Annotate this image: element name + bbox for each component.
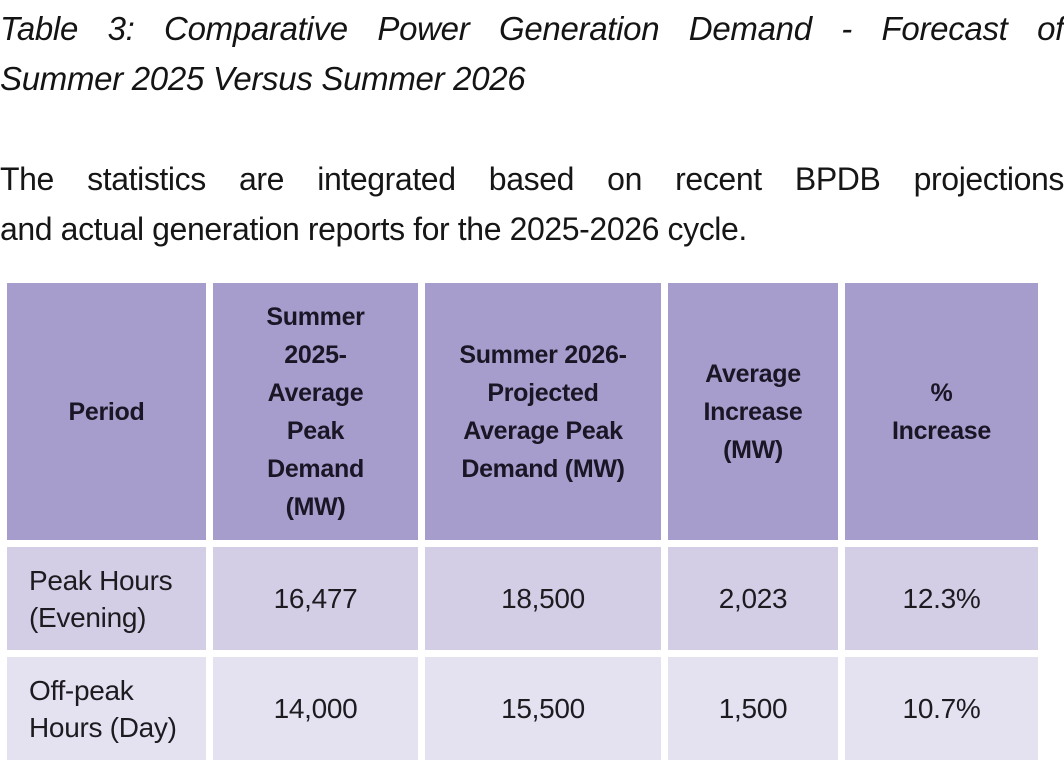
cell-percent-increase: 10.7% <box>845 657 1038 760</box>
cell-summer-2026-demand: 15,500 <box>425 657 661 760</box>
cell-summer-2026-demand: 18,500 <box>425 547 661 650</box>
header-period: Period <box>7 283 206 540</box>
header-summer-2026-demand: Summer 2026- Projected Average Peak Dema… <box>425 283 661 540</box>
description-line1: The statistics are integrated based on r… <box>0 161 1064 197</box>
cell-average-increase: 1,500 <box>668 657 838 760</box>
cell-percent-increase: 12.3% <box>845 547 1038 650</box>
table-caption-line1: Table 3: Comparative Power Generation De… <box>0 10 1064 47</box>
document-page: Table 3: Comparative Power Generation De… <box>0 4 1064 772</box>
header-percent-increase: % Increase <box>845 283 1038 540</box>
table-row-off-peak-hours: Off-peak Hours (Day) 14,000 15,500 1,500… <box>7 657 1038 760</box>
cell-period: Peak Hours (Evening) <box>7 547 206 650</box>
description-paragraph: The statistics are integrated based on r… <box>0 154 1064 254</box>
table-row-peak-hours: Peak Hours (Evening) 16,477 18,500 2,023… <box>7 547 1038 650</box>
cell-summer-2025-demand: 16,477 <box>213 547 418 650</box>
demand-comparison-table: Period Summer 2025- Average Peak Demand … <box>0 276 1045 767</box>
header-average-increase: Average Increase (MW) <box>668 283 838 540</box>
header-summer-2025-demand: Summer 2025- Average Peak Demand (MW) <box>213 283 418 540</box>
table-caption: Table 3: Comparative Power Generation De… <box>0 4 1064 104</box>
description-line2: and actual generation reports for the 20… <box>0 211 747 247</box>
table-caption-line2: Summer 2025 Versus Summer 2026 <box>0 60 526 97</box>
cell-period: Off-peak Hours (Day) <box>7 657 206 760</box>
cell-average-increase: 2,023 <box>668 547 838 650</box>
header-row: Period Summer 2025- Average Peak Demand … <box>7 283 1038 540</box>
cell-summer-2025-demand: 14,000 <box>213 657 418 760</box>
